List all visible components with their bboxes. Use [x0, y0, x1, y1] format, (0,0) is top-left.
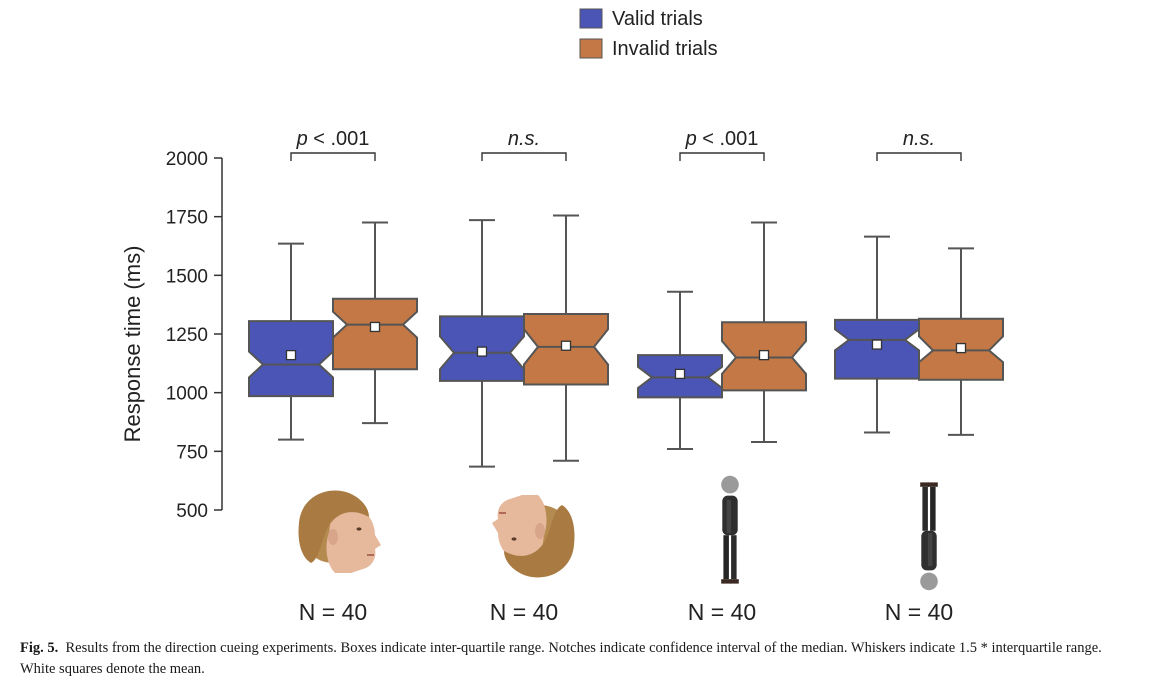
- significance-label: p < .001: [296, 128, 370, 150]
- inverted-face-icon: [492, 495, 575, 578]
- box-invalid: [332, 221, 418, 425]
- y-tick-label: 1500: [166, 266, 208, 287]
- inverted-body-icon: [920, 482, 938, 591]
- box-invalid: [918, 247, 1004, 436]
- significance-bracket: [290, 152, 376, 161]
- significance-bracket: [876, 152, 962, 161]
- significance-bracket: [481, 152, 567, 161]
- stimulus-icons: [298, 475, 938, 591]
- significance-bracket: [679, 152, 765, 161]
- y-tick-label: 1250: [166, 325, 208, 346]
- mean-marker: [955, 342, 967, 354]
- box-invalid: [523, 214, 609, 462]
- y-axis-label: Response time (ms): [120, 246, 145, 443]
- box-plots: [248, 214, 1004, 468]
- box-valid: [439, 219, 525, 468]
- mean-marker: [476, 346, 488, 357]
- mean-marker: [674, 368, 686, 380]
- caption-label: Fig. 5.: [20, 640, 59, 656]
- caption-text: Results from the direction cueing experi…: [20, 640, 1102, 677]
- box-invalid: [721, 221, 807, 443]
- legend: Valid trials Invalid trials: [579, 8, 718, 60]
- box-valid: [248, 242, 334, 441]
- boxplot-chart: Valid trials Invalid trials 500 750 1000 125…: [120, 8, 1004, 625]
- mean-marker: [285, 349, 297, 361]
- y-axis: 500 750 1000 1250 1500 1750 2000 Response time …: [120, 149, 223, 522]
- y-tick-label: 750: [176, 442, 208, 463]
- significance-label: n.s.: [903, 128, 935, 150]
- mean-marker: [369, 321, 381, 333]
- box-valid: [637, 290, 723, 450]
- sample-size-labels: N = 40 N = 40 N = 40 N = 40: [299, 599, 953, 625]
- y-tick-label: 1000: [166, 384, 208, 405]
- mean-marker: [871, 339, 883, 350]
- sample-size-label: N = 40: [490, 599, 558, 625]
- sample-size-label: N = 40: [885, 599, 953, 625]
- legend-swatch: [579, 38, 603, 59]
- significance-brackets: p < .001 n.s. p < .001 n.s.: [290, 128, 962, 161]
- y-tick-label: 1750: [166, 208, 208, 229]
- sample-size-label: N = 40: [688, 599, 756, 625]
- significance-label: p < .001: [685, 128, 759, 150]
- box-valid: [834, 235, 920, 434]
- sample-size-label: N = 40: [299, 599, 367, 625]
- legend-swatch: [579, 8, 603, 29]
- y-tick-label: 500: [176, 501, 208, 522]
- mean-marker: [560, 340, 572, 351]
- upright-body-icon: [721, 475, 739, 584]
- upright-face-icon: [298, 490, 381, 573]
- legend-label: Valid trials: [612, 8, 703, 30]
- y-tick-label: 2000: [166, 149, 208, 170]
- significance-label: n.s.: [508, 128, 540, 150]
- mean-marker: [758, 349, 770, 361]
- figure-caption: Fig. 5. Results from the direction cuein…: [20, 638, 1136, 680]
- notched-box: [332, 297, 418, 371]
- legend-label: Invalid trials: [612, 38, 718, 60]
